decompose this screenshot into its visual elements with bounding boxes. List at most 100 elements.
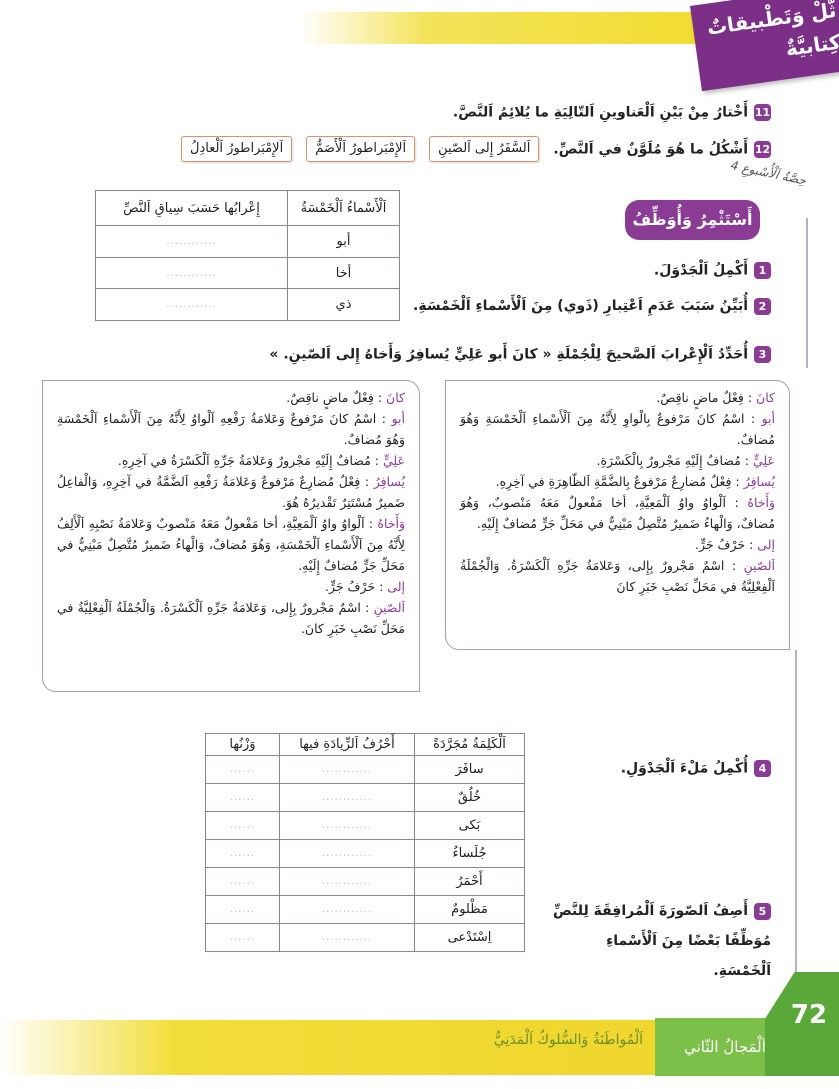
table-header: وَزْنُها [205,733,280,756]
header-band [300,12,720,44]
parse-line: إلى : حَرْفُ جَرٍّ. [460,534,775,555]
question-number: 4 [754,760,771,777]
word-table: اَلْكَلِمَةُ مُجَرَّدَةً أَحْرُفُ اَلزِّي… [205,733,525,952]
table-row: اِسْتَدْعى.................. [205,923,525,952]
parse-word: أبو [391,411,405,426]
question-text: أَشْكُلُ ما هُوَ مُلَوَّنٌ في اَلنَّصِّ. [553,141,748,157]
footer-band [0,1020,700,1075]
title-option: اَلإِمْبَراطورُ اَلْأَصَمُّ [306,136,416,162]
parse-box-right: كانَ : فِعْلٌ ماضٍ ناقِصٌ. أبو : اسْمُ ك… [445,380,790,650]
table-cell: جُلَساءُ [414,839,525,868]
answer-cell[interactable]: ............ [95,257,288,289]
question-number: 1 [754,262,771,279]
five-nouns-table: اَلْأَسْماءُ اَلْخَمْسَةُ إِعْرابُها حَسَ… [95,190,400,321]
week-note: حِصَّةُ اَلْأُسْبوعِ 4 [729,158,808,188]
table-cell: أخا [287,257,400,289]
parse-line: وَأَخاهُ : اَلْواوُ واوُ اَلْمَعِيَّةِ، … [57,513,405,576]
answer-cell[interactable]: ............ [95,288,288,321]
table-cell: سافَرَ [414,755,525,784]
divider [806,218,808,368]
parse-text: : اسْمُ كانَ مَرْفوعٌ بِالْواوِ لِأَنَّه… [460,411,775,447]
parse-word: عَلِيٍّ [382,453,405,468]
question-number: 11 [754,104,771,121]
table-cell: أَحْمَرُ [414,867,525,896]
parse-text: : فِعْلٌ مُضارِعٌ مَرْفوعٌ وَعَلامَةُ رَ… [57,474,405,510]
parse-word: إلى [387,579,405,594]
question-4: 4 أُكْمِلُ مَلْءَ اَلْجَدْوَلِ. [621,760,771,777]
parse-text: : فِعْلٌ مُضارِعٌ مَرْفوعٌ بِالضَّمَّةِ … [495,474,744,489]
answer-cell[interactable]: ............ [279,895,415,924]
question-3: 3 أُحَدِّدُ اَلْإِعْرابَ اَلصَّحيحَ لِلْج… [269,346,771,363]
answer-cell[interactable]: ...... [205,811,280,840]
answer-cell[interactable]: ...... [205,895,280,924]
table-row: أخا............ [95,257,400,289]
answer-cell[interactable]: ...... [205,839,280,868]
table-cell: خُلُقٌ [414,783,525,812]
question-text: مُوَظِّفًا بَعْضًا مِنَ اَلْأَسْماءِ اَل… [606,933,771,979]
question-text: أَخْتارُ مِنْ بَيْنِ اَلْعَناوينِ اَلتّا… [452,104,748,121]
answer-cell[interactable]: ...... [205,783,280,812]
answer-cell[interactable]: ............ [95,225,288,258]
answer-cell[interactable]: ............ [279,783,415,812]
question-12: 12 أَشْكُلُ ما هُوَ مُلَوَّنٌ في اَلنَّصِ… [553,140,771,158]
question-text: أُكْمِلُ مَلْءَ اَلْجَدْوَلِ. [620,760,748,777]
footer-theme: اَلْمُواطَنَةُ وَالسُّلوكُ اَلْمَدَنِيُّ [493,1032,643,1048]
parse-word: وَأَخاهُ [377,516,405,531]
parse-word: عَلِيٍّ [752,453,775,468]
table-header: أَحْرُفُ اَلزِّيادَةِ فيها [279,733,415,756]
title-option: اَلإِمْبَراطورُ اَلْعادِلُ [181,136,293,162]
table-cell: ذي [287,288,400,321]
answer-cell[interactable]: ............ [279,923,415,952]
question-5: 5 أَصِفُ اَلصّورَةَ اَلْمُرافِقَةَ لِلنَّ… [546,896,771,986]
table-row: بَكى.................. [205,811,525,840]
table-header: إِعْرابُها حَسَبَ سِياقِ اَلنَّصِّ [95,190,288,226]
parse-line: كانَ : فِعْلٌ ماضٍ ناقِصٌ. [460,387,775,408]
parse-line: يُسافِرُ : فِعْلٌ مُضارِعٌ مَرْفوعٌ وَعَ… [57,471,405,513]
parse-text: : اسْمٌ مَجْرورٌ بِإِلى، وَعَلامَةُ جَرِ… [57,600,405,636]
answer-cell[interactable]: ............ [279,811,415,840]
table-row: مَظْلومٌ.................. [205,895,525,924]
table-cell: مَظْلومٌ [414,895,525,924]
table-row: خُلُقٌ.................. [205,783,525,812]
parse-line: كانَ : فِعْلٌ ماضٍ ناقِصٌ. [57,387,405,408]
parse-text: : اسْمُ كانَ مَرْفوعٌ وَعَلامَةُ رَفْعِه… [57,411,405,447]
parse-word: أبو [761,411,775,426]
parse-line: يُسافِرُ : فِعْلٌ مُضارِعٌ مَرْفوعٌ بِال… [460,471,775,492]
parse-line: اَلصّينِ : اسْمٌ مَجْرورٌ بِإِلى، وَعَلا… [57,597,405,639]
parse-word: إلى [757,537,775,552]
question-number: 2 [754,297,771,315]
parse-text: : حَرْفُ جَرٍّ. [694,537,758,552]
question-number: 12 [754,140,771,158]
question-1: 1 أَكْمِلُ اَلْجَدْوَلَ. [654,262,771,279]
parse-text: : فِعْلٌ ماضٍ ناقِصٌ. [286,390,387,405]
divider [795,650,797,1000]
table-row: أبو............ [95,225,400,258]
question-11: 11 أَخْتارُ مِنْ بَيْنِ اَلْعَناوينِ اَلت… [453,104,771,121]
table-row: جُلَساءُ.................. [205,839,525,868]
table-header: اَلْأَسْماءُ اَلْخَمْسَةُ [287,190,400,226]
answer-cell[interactable]: ...... [205,867,280,896]
answer-cell[interactable]: ...... [205,755,280,784]
parse-text: : اسْمٌ مَجْرورٌ بِإِلى، وَعَلامَةُ جَرِ… [460,558,775,594]
parse-line: اَلصّينِ : اسْمٌ مَجْرورٌ بِإِلى، وَعَلا… [460,555,775,597]
question-number: 3 [754,346,771,363]
answer-cell[interactable]: ............ [279,867,415,896]
table-header: اَلْكَلِمَةُ مُجَرَّدَةً [414,733,525,756]
table-cell: أبو [287,225,400,258]
section-tag: ثّلْ وَتَطْبيقاتٌ كِتابيَّةٌ [690,0,839,92]
answer-cell[interactable]: ............ [279,755,415,784]
answer-cell[interactable]: ............ [279,839,415,868]
parse-line: إلى : حَرْفُ جَرٍّ. [57,576,405,597]
parse-word: كانَ [386,390,405,405]
question-text: أَصِفُ اَلصّورَةَ اَلْمُرافِقَةَ لِلنَّص… [552,903,748,919]
parse-text: : مُضافٌ إِلَيْهِ مَجْرورٌ بِالْكَسْرَةِ… [596,453,753,468]
parse-text: : حَرْفُ جَرٍّ. [324,579,388,594]
section-pill: أَسْتَثْمِرُ وَأُوَظِّفُ [625,200,760,240]
parse-word: وَأَخاهُ [747,495,775,510]
table-cell: اِسْتَدْعى [414,923,525,952]
answer-cell[interactable]: ...... [205,923,280,952]
title-option: اَلسَّفَرُ إِلى اَلصّينِ [429,136,540,162]
parse-line: أبو : اسْمُ كانَ مَرْفوعٌ بِالْواوِ لِأَ… [460,408,775,450]
parse-word: يُسافِرُ [743,474,775,489]
question-12-row: 12 أَشْكُلُ ما هُوَ مُلَوَّنٌ في اَلنَّصِ… [181,136,771,162]
